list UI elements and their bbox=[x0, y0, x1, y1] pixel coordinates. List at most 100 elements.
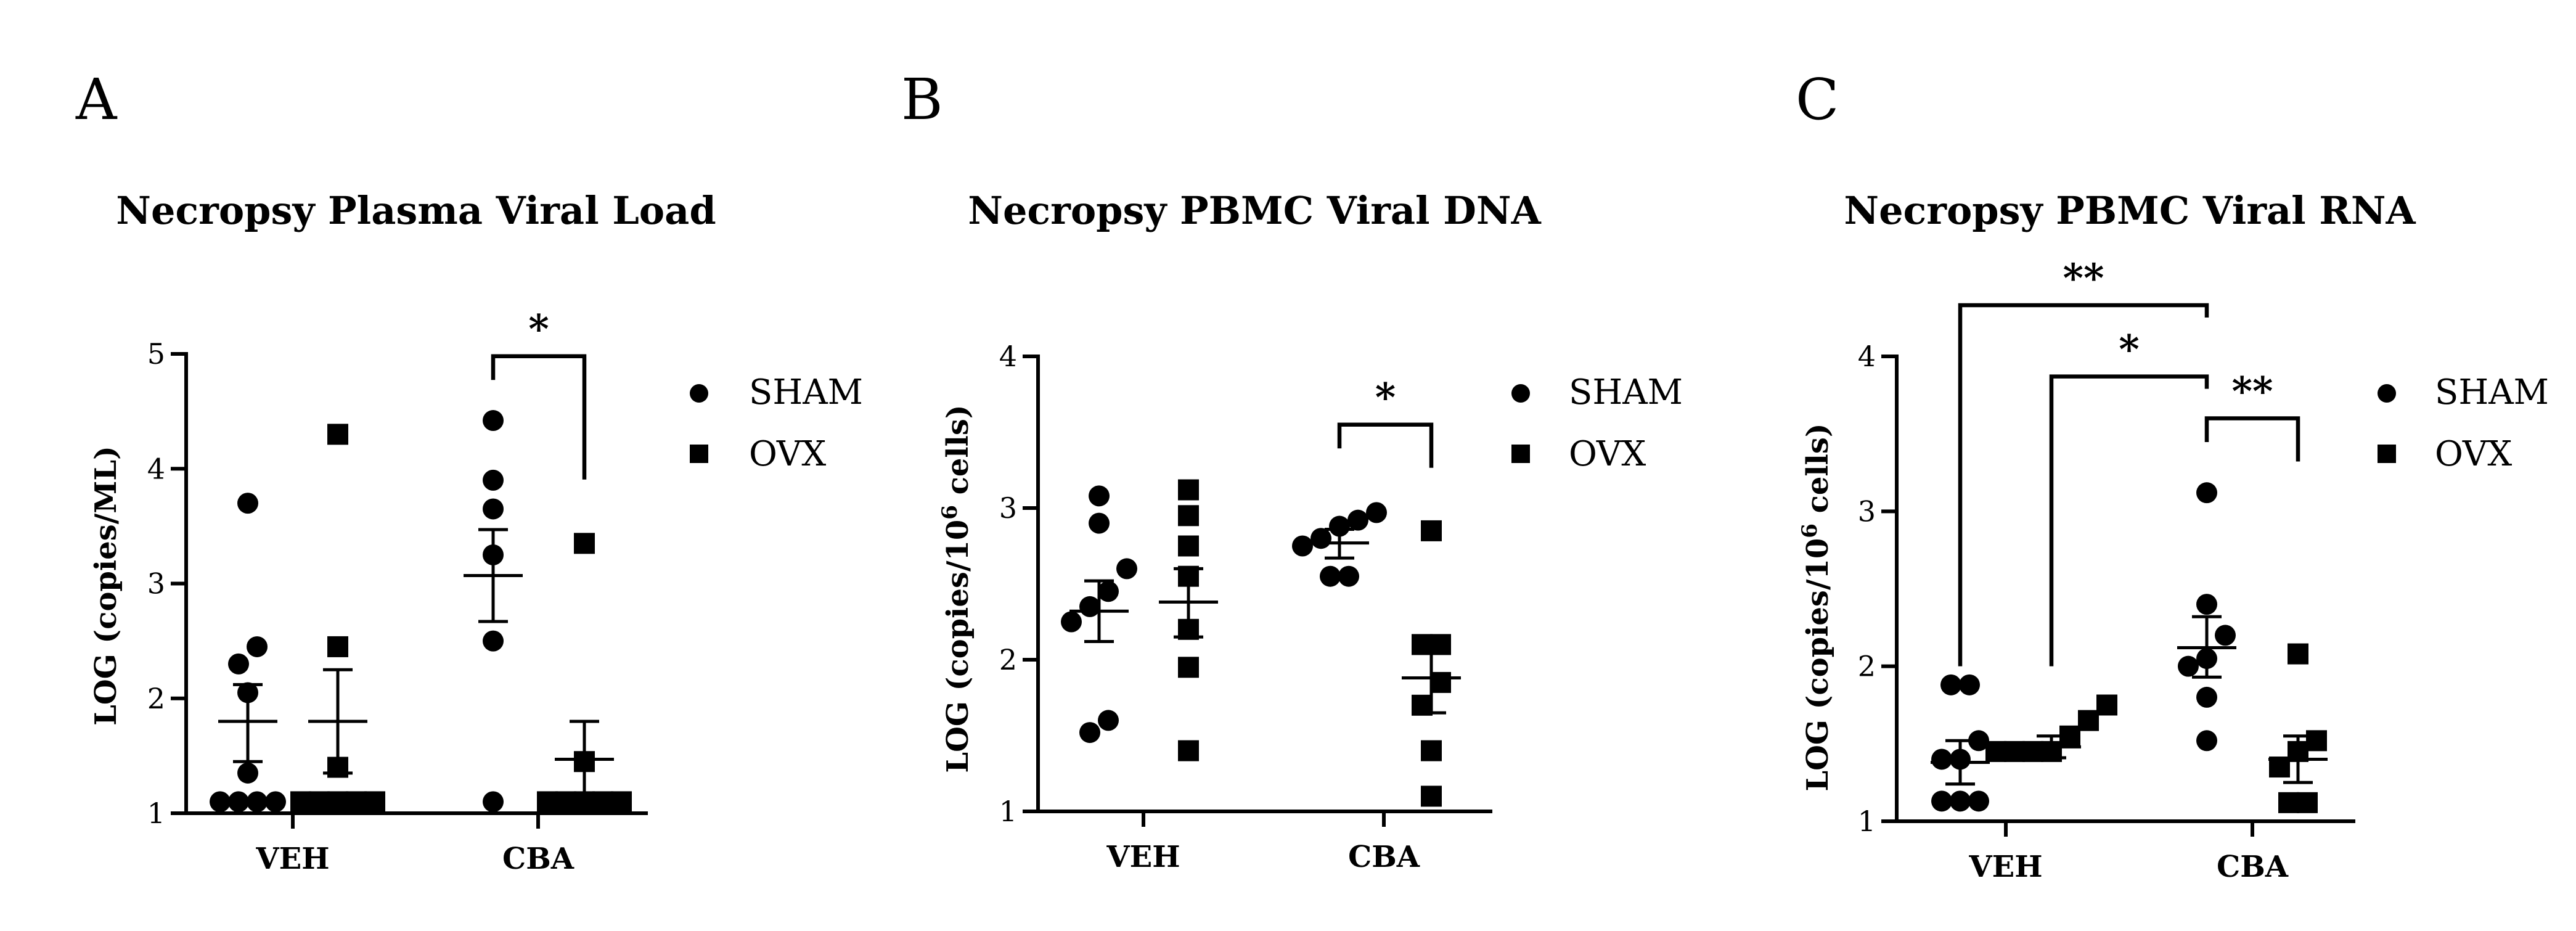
panel-b-point-veh-sham bbox=[1061, 611, 1082, 633]
panel-c-point-veh-ovx bbox=[1985, 740, 2006, 762]
panel-a-point-veh-sham bbox=[247, 636, 268, 657]
panel-b-plot: 1 2 3 4 VEH CBA * bbox=[999, 340, 1492, 874]
panel-c-significance-bracket bbox=[1958, 303, 2209, 666]
panel-a-point-cba-ovx bbox=[555, 791, 576, 813]
panel-c-point-cba-sham bbox=[2196, 594, 2217, 615]
panel-a-point-veh-ovx bbox=[346, 791, 367, 813]
panel-b-point-veh-sham bbox=[1116, 558, 1137, 580]
panel-b-point-cba-sham bbox=[1329, 515, 1350, 537]
panel-c-significance-bracket bbox=[2049, 374, 2209, 666]
panel-a-plot: 1 2 3 4 5 VEH CBA * bbox=[147, 306, 648, 876]
panel-a-x-tick-label-veh: VEH bbox=[255, 842, 329, 876]
panel-a-point-veh-ovx bbox=[309, 791, 330, 813]
panel-b-point-veh-ovx bbox=[1178, 505, 1199, 527]
panel-c-point-cba-ovx bbox=[2306, 730, 2327, 752]
panel-c-legend-sham-label: SHAM bbox=[2435, 372, 2549, 412]
panel-a-point-veh-sham bbox=[210, 791, 231, 813]
panel-a-legend: SHAM OVX bbox=[690, 372, 863, 474]
panel-b-point-veh-ovx bbox=[1178, 657, 1199, 678]
panel-a-letter: A bbox=[75, 67, 118, 133]
panel-c-point-veh-sham bbox=[1940, 674, 1961, 695]
panel-b-legend-sham-label: SHAM bbox=[1569, 372, 1683, 412]
panel-c-y-tick-label: 4 bbox=[1858, 340, 1876, 373]
panel-c-point-cba-ovx bbox=[2288, 643, 2308, 665]
panel-a-y-tick-label: 3 bbox=[147, 567, 165, 601]
panel-c-letter: C bbox=[1796, 67, 1839, 133]
panel-c-title: Necropsy PBMC Viral RNA bbox=[1844, 188, 2416, 233]
panel-b-point-cba-ovx bbox=[1421, 520, 1442, 541]
panel-c-legend-square-marker bbox=[2378, 445, 2396, 463]
panel-c-point-veh-ovx bbox=[2078, 710, 2099, 731]
panel-b-point-veh-sham bbox=[1089, 485, 1110, 507]
panel-a-y-tick-label: 4 bbox=[147, 452, 165, 485]
panel-c-point-veh-sham bbox=[1931, 790, 1952, 812]
panel-b-point-cba-ovx bbox=[1421, 740, 1442, 761]
panel-b-title: Necropsy PBMC Viral DNA bbox=[968, 188, 1541, 233]
panel-c-legend-ovx-label: OVX bbox=[2435, 434, 2512, 474]
panel-b-y-tick-label: 3 bbox=[999, 491, 1017, 525]
panel-c-point-cba-ovx bbox=[2278, 792, 2299, 813]
panel-b-point-cba-sham bbox=[1292, 535, 1313, 557]
panel-a-significance-bracket bbox=[491, 354, 587, 480]
panel-b-point-veh-ovx bbox=[1178, 535, 1199, 557]
panel-a-y-tick-label: 1 bbox=[147, 797, 165, 830]
panel-a-point-veh-ovx bbox=[364, 791, 385, 813]
panel-b-point-veh-sham bbox=[1079, 722, 1100, 744]
panel-b-point-cba-ovx bbox=[1430, 671, 1451, 693]
panel-c-significance-label: ** bbox=[2063, 255, 2104, 301]
panel-c-x-tick-label-cba: CBA bbox=[2217, 850, 2289, 884]
panel-a-point-cba-ovx bbox=[611, 791, 632, 813]
panel-b-legend-circle-marker bbox=[1511, 384, 1530, 403]
panel-a-point-cba-sham bbox=[483, 630, 504, 652]
panel-c-point-veh-sham bbox=[1968, 790, 1989, 812]
panel-a-x-tick-label-cba: CBA bbox=[502, 842, 574, 876]
panel-a-point-cba-ovx bbox=[574, 533, 595, 554]
panel-b-point-cba-ovx bbox=[1421, 785, 1442, 807]
panel-b-y-axis-label: LOG (copies/106 cells) bbox=[938, 404, 975, 773]
panel-b-point-veh-sham bbox=[1079, 596, 1100, 617]
panel-b-significance-bracket bbox=[1337, 422, 1434, 468]
panel-b-point-veh-sham bbox=[1098, 710, 1119, 731]
panel-a-point-cba-sham bbox=[483, 498, 504, 520]
panel-c-y-axis-label: LOG (copies/106 cells) bbox=[1797, 423, 1835, 791]
panel-a-point-veh-ovx bbox=[290, 791, 311, 813]
panel-a-point-veh-sham bbox=[228, 653, 249, 675]
panel-c-y-tick-label: 2 bbox=[1858, 650, 1876, 683]
panel-b-y-tick-label: 4 bbox=[999, 340, 1017, 373]
panel-c-y-tick-label: 3 bbox=[1858, 494, 1876, 528]
panel-b-letter: B bbox=[901, 67, 943, 133]
panel-b-point-veh-sham bbox=[1089, 512, 1110, 534]
panel-b: B Necropsy PBMC Viral DNA LOG (copies/10… bbox=[901, 67, 1683, 874]
panel-a-y-axis-label: LOG (copies/ML) bbox=[89, 446, 123, 726]
panel-a-point-veh-sham bbox=[228, 791, 249, 813]
panel-b-legend-ovx-label: OVX bbox=[1569, 434, 1646, 474]
panel-c-point-cba-ovx bbox=[2297, 792, 2318, 813]
panel-b-y-tick-label: 1 bbox=[999, 795, 1017, 828]
panel-b-point-cba-sham bbox=[1320, 565, 1341, 587]
panel-c-point-veh-sham bbox=[1931, 748, 1952, 770]
panel-c-legend: SHAM OVX bbox=[2378, 372, 2549, 474]
panel-a-title: Necropsy Plasma Viral Load bbox=[116, 188, 716, 233]
panel-b-significance-label: * bbox=[1375, 375, 1396, 421]
panel-b-point-veh-sham bbox=[1098, 581, 1119, 602]
panel-a-legend-sham-label: SHAM bbox=[749, 372, 863, 412]
panel-b-x-tick-label-veh: VEH bbox=[1106, 840, 1180, 874]
panel-c-x-tick-label-veh: VEH bbox=[1968, 850, 2042, 884]
panel-b-point-cba-sham bbox=[1366, 502, 1387, 523]
panel-c-point-cba-sham bbox=[2215, 625, 2236, 646]
panel-a-y-tick-label: 5 bbox=[147, 337, 165, 371]
panel-a-point-veh-sham bbox=[265, 791, 286, 813]
panel-c-point-cba-sham bbox=[2196, 482, 2217, 504]
panel-b-point-veh-ovx bbox=[1178, 479, 1199, 501]
panel-c-point-cba-sham bbox=[2196, 730, 2217, 752]
panel-a-legend-ovx-label: OVX bbox=[749, 434, 826, 474]
panel-a-point-veh-sham bbox=[247, 791, 268, 813]
panel-c-significance-label: * bbox=[2119, 327, 2139, 373]
panel-a-legend-circle-marker bbox=[690, 384, 708, 403]
panel-c-point-cba-sham bbox=[2178, 655, 2199, 677]
panel-b-legend: SHAM OVX bbox=[1511, 372, 1683, 474]
panel-b-point-cba-sham bbox=[1338, 565, 1359, 587]
panel-b-y-tick-label: 2 bbox=[999, 643, 1017, 676]
